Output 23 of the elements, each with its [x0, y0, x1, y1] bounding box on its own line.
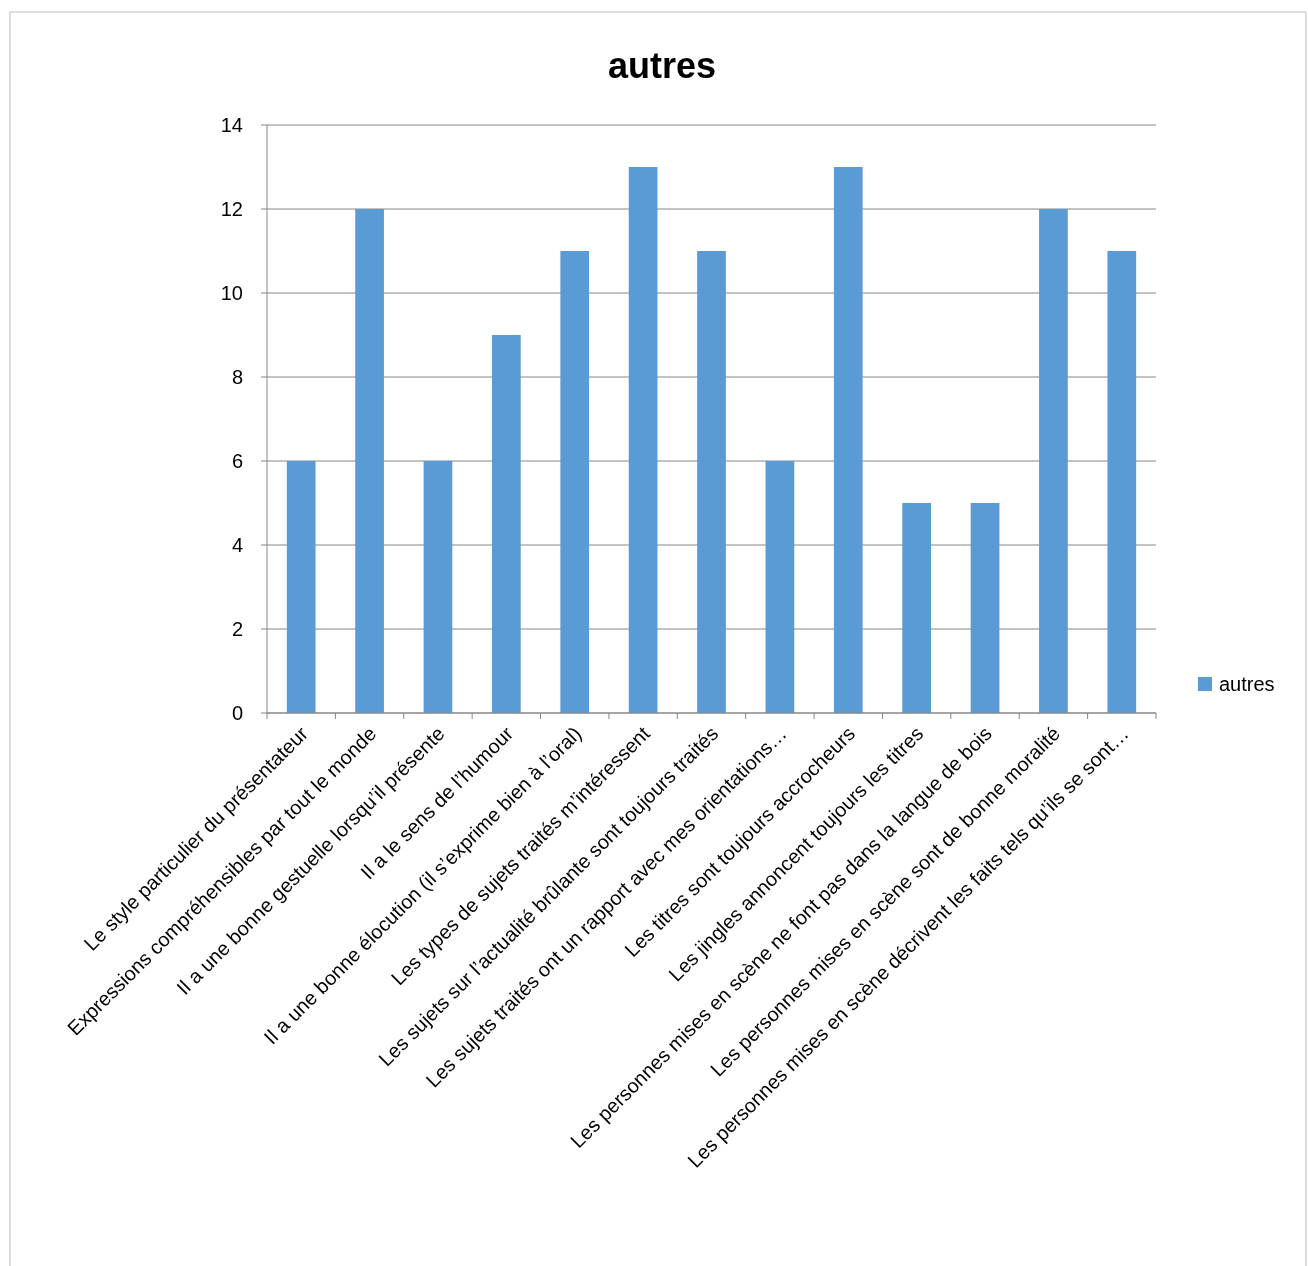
- y-tick-label: 4: [231, 534, 243, 556]
- bar: [560, 251, 590, 713]
- y-tick-label: 0: [231, 702, 243, 724]
- bar: [765, 461, 795, 713]
- bar: [286, 461, 316, 713]
- bar: [833, 167, 863, 713]
- bar: [902, 503, 932, 713]
- bar: [1039, 209, 1068, 713]
- y-tick-label: 6: [231, 450, 243, 472]
- bar: [423, 461, 453, 713]
- bar: [970, 503, 1000, 713]
- bar: [355, 209, 384, 713]
- y-tick-label: 12: [220, 198, 243, 220]
- y-tick-label: 14: [220, 114, 243, 136]
- y-tick-label: 10: [220, 282, 243, 304]
- bar: [628, 167, 658, 713]
- y-tick-label: 8: [231, 366, 243, 388]
- chart-title: autres: [607, 45, 717, 86]
- bar: [1107, 251, 1137, 713]
- bar: [697, 251, 726, 713]
- bar: [491, 335, 521, 713]
- y-tick-label: 2: [231, 618, 243, 640]
- legend-label: autres: [1219, 673, 1275, 695]
